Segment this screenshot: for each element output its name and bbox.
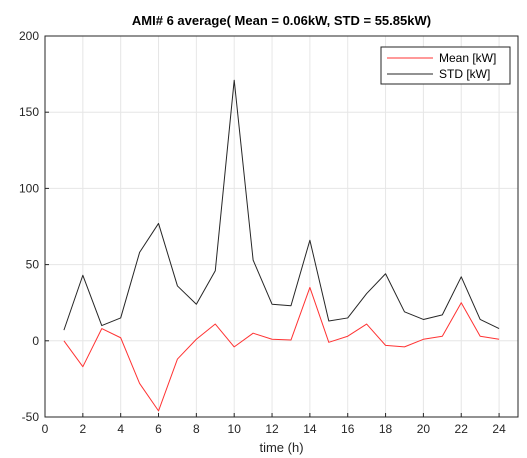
x-tick-label: 6 bbox=[155, 422, 162, 436]
x-tick-label: 0 bbox=[42, 422, 49, 436]
series-line-mean bbox=[63, 286, 500, 412]
legend-label-mean: Mean [kW] bbox=[439, 51, 496, 65]
legend: Mean [kW] STD [kW] bbox=[380, 46, 511, 85]
x-tick-label: 16 bbox=[341, 422, 355, 436]
y-tick-label: 0 bbox=[32, 334, 39, 348]
x-tick-label: 24 bbox=[492, 422, 506, 436]
series-layer bbox=[63, 79, 500, 412]
legend-box bbox=[380, 46, 511, 85]
x-axis-label: time (h) bbox=[259, 440, 303, 455]
x-tick-label: 20 bbox=[417, 422, 431, 436]
x-tick-label: 22 bbox=[455, 422, 469, 436]
y-tick-label: 150 bbox=[19, 105, 39, 119]
x-tick-label: 14 bbox=[303, 422, 317, 436]
grid bbox=[44, 35, 518, 418]
legend-label-std: STD [kW] bbox=[439, 67, 490, 81]
x-tick-label: 18 bbox=[379, 422, 393, 436]
x-tick-label: 2 bbox=[79, 422, 86, 436]
y-tick-label: -50 bbox=[22, 410, 40, 424]
x-tick-label: 8 bbox=[193, 422, 200, 436]
plot-frame bbox=[44, 35, 519, 418]
x-tick-label: 4 bbox=[117, 422, 124, 436]
series-line-std bbox=[63, 79, 500, 331]
y-tick-label: 100 bbox=[19, 181, 39, 195]
y-tick-label: 200 bbox=[19, 29, 39, 43]
x-tick-label: 12 bbox=[265, 422, 279, 436]
y-tick-label: 50 bbox=[26, 258, 40, 272]
x-tick-label: 10 bbox=[228, 422, 242, 436]
chart-title: AMI# 6 average( Mean = 0.06kW, STD = 55.… bbox=[132, 13, 431, 28]
